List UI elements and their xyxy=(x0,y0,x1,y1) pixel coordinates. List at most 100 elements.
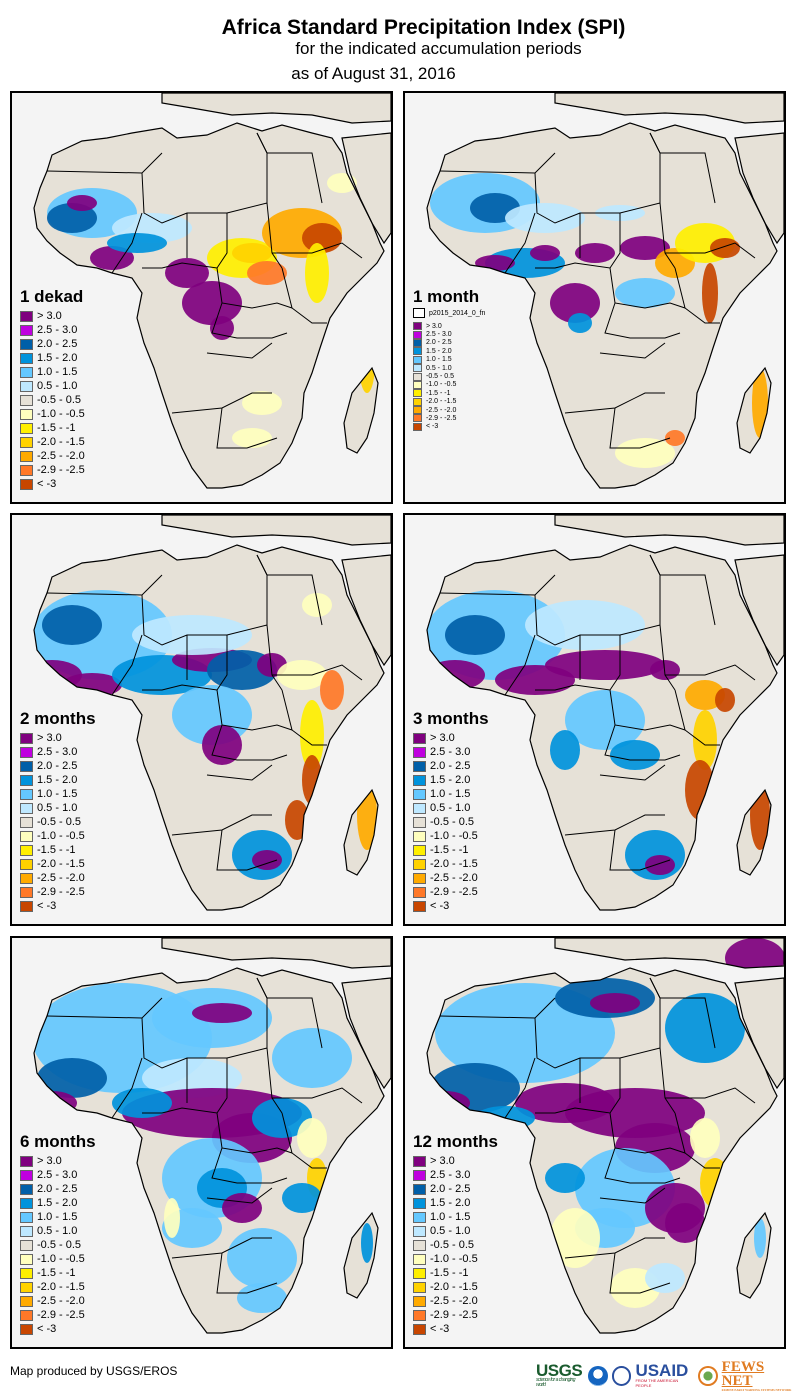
legend-label: < -3 xyxy=(37,900,57,912)
legend-swatch xyxy=(20,436,33,448)
country-border xyxy=(216,267,293,309)
legend-swatch xyxy=(20,338,33,350)
spi-region xyxy=(645,855,675,875)
legend-swatch xyxy=(413,406,422,415)
country-border xyxy=(599,1187,666,1204)
legend-item: -1.5 - -1 xyxy=(413,1266,498,1280)
arabia-landmass xyxy=(735,978,784,1088)
spi-region xyxy=(590,993,640,1013)
legend-item: 2.0 - 2.5 xyxy=(20,337,85,351)
extra-layer-row: p2015_2014_0_fn xyxy=(413,308,485,318)
layer-swatch xyxy=(413,308,425,318)
legend-swatch xyxy=(20,1323,33,1335)
spi-region xyxy=(232,428,272,448)
legend-item: > 3.0 xyxy=(413,322,485,331)
legend-swatch xyxy=(413,872,426,884)
spi-region xyxy=(645,1263,685,1293)
legend-item: -2.9 - -2.5 xyxy=(413,885,489,899)
legend-label: -2.5 - -2.0 xyxy=(426,406,457,414)
legend-swatch xyxy=(20,858,33,870)
legend-label: -2.5 - -2.0 xyxy=(430,872,478,884)
country-border xyxy=(142,213,228,269)
legend-title: 12 months xyxy=(413,1132,499,1151)
country-border xyxy=(211,1147,288,1184)
legend-swatch xyxy=(20,830,33,842)
country-border xyxy=(216,407,278,449)
legend-label: -2.9 - -2.5 xyxy=(37,464,85,476)
spi-region xyxy=(366,338,374,368)
europe-landmass xyxy=(555,93,784,123)
country-border xyxy=(564,1237,665,1259)
country-border xyxy=(609,689,686,731)
legend-item: 2.0 - 2.5 xyxy=(413,759,489,773)
spi-region xyxy=(550,283,600,323)
country-border xyxy=(206,764,273,781)
spi-region xyxy=(430,1063,520,1113)
country-border xyxy=(604,724,681,761)
legend-item: -2.5 - -2.0 xyxy=(20,871,96,885)
legend-item: 2.0 - 2.5 xyxy=(413,338,485,347)
country-border xyxy=(599,764,666,781)
legend-label: > 3.0 xyxy=(430,1155,455,1167)
legend: 1 month p2015_2014_0_fn > 3.0 2.5 - 3.0 2.0 … xyxy=(413,288,485,431)
legend-item: 0.5 - 1.0 xyxy=(20,1224,96,1238)
legend-swatch xyxy=(413,322,422,331)
coastline xyxy=(734,132,784,245)
legend-label: -2.9 - -2.5 xyxy=(430,886,478,898)
legend-swatch xyxy=(20,464,33,476)
arabia-landmass xyxy=(735,555,784,665)
coastline xyxy=(554,938,784,969)
coastline xyxy=(734,977,784,1090)
legend-item: -2.0 - -1.5 xyxy=(20,857,96,871)
legend-item: 1.5 - 2.0 xyxy=(413,347,485,356)
legend-swatch xyxy=(413,732,426,744)
spi-map xyxy=(426,938,784,1334)
spi-region xyxy=(475,255,515,271)
legend-swatch xyxy=(413,1267,426,1279)
fews-tagline: FAMINE EARLY WARNING SYSTEMS NETWORK xyxy=(721,1388,792,1392)
spi-region xyxy=(575,243,615,263)
spi-region xyxy=(530,245,560,261)
country-border xyxy=(171,1237,272,1259)
legend-item: 2.5 - 3.0 xyxy=(413,330,485,339)
legend-label: -1.5 - -1 xyxy=(37,1267,76,1279)
legend-swatch xyxy=(20,310,33,322)
country-border xyxy=(256,132,323,204)
arabia-landmass xyxy=(735,133,784,243)
country-border xyxy=(535,1058,621,1114)
legend-item: -2.9 - -2.5 xyxy=(20,885,96,899)
country-border xyxy=(564,392,665,414)
spi-region xyxy=(700,1158,730,1208)
country-border xyxy=(281,267,327,324)
legend-swatch xyxy=(20,802,33,814)
panel-12-months: 12 months > 3.0 2.5 - 3.0 2.0 - 2.5 1.5 - 2.… xyxy=(403,936,786,1349)
legend-item: -0.5 - 0.5 xyxy=(20,815,96,829)
panel-6-months: 6 months > 3.0 2.5 - 3.0 2.0 - 2.5 1.5 - 2.0… xyxy=(10,936,393,1349)
spi-region xyxy=(252,1098,312,1138)
spi-anomaly-layer xyxy=(47,173,375,448)
coastline xyxy=(343,1211,379,1299)
legend-item: -2.9 - -2.5 xyxy=(20,1308,96,1322)
legend-swatch xyxy=(413,330,422,339)
legend-item: 1.0 - 1.5 xyxy=(413,787,489,801)
country-border xyxy=(272,1087,363,1104)
legend-label: < -3 xyxy=(37,478,57,490)
legend-swatch xyxy=(413,858,426,870)
map-subtitle: for the indicated accumulation periods xyxy=(295,39,582,58)
legend-label: < -3 xyxy=(430,900,450,912)
legend-item: -2.5 - -2.0 xyxy=(413,871,489,885)
legend-item: 1.0 - 1.5 xyxy=(20,365,85,379)
legend-item: 2.5 - 3.0 xyxy=(413,745,489,759)
legend-swatch xyxy=(20,1253,33,1265)
legend-swatch xyxy=(413,1169,426,1181)
spi-region xyxy=(445,615,505,655)
coastline xyxy=(341,132,391,245)
legend-label: 1.0 - 1.5 xyxy=(37,366,78,378)
madagascar-landmass xyxy=(344,1213,378,1298)
country-border xyxy=(674,267,720,324)
country-border xyxy=(604,302,681,339)
country-border xyxy=(599,342,666,359)
legend-label: > 3.0 xyxy=(430,732,455,744)
legend-label: 1.0 - 1.5 xyxy=(430,788,471,800)
legend: 1 dekad > 3.0 2.5 - 3.0 2.0 - 2.5 1.5 - 2.0 1… xyxy=(20,288,85,491)
